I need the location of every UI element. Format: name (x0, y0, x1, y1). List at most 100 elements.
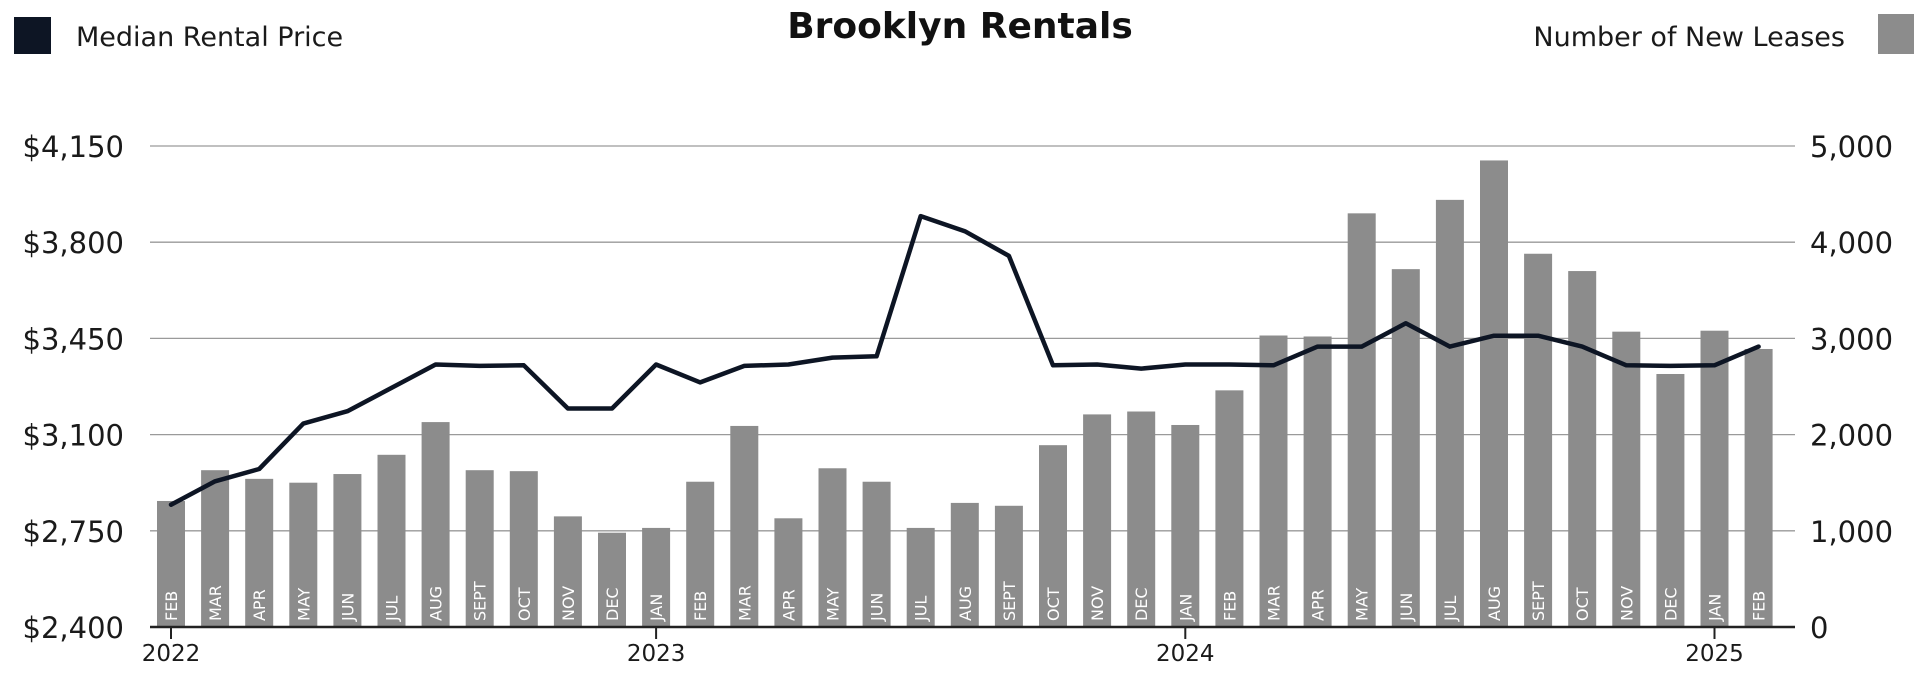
median-price-line (168, 213, 1761, 507)
bar (950, 502, 979, 627)
axes: $2,400 0 $2,750 1,000 $3,100 2,000 $3,450 3,000… (23, 130, 1894, 667)
legend-label-new-leases: Number of New Leases (1533, 22, 1845, 53)
bar (1656, 373, 1685, 627)
bar (642, 527, 671, 627)
year-label: 2022 (142, 641, 201, 667)
month-label: JUN (1397, 593, 1416, 622)
month-label: DEC (1661, 587, 1680, 621)
bar (994, 505, 1023, 627)
month-label: JUL (383, 596, 402, 622)
bar (1347, 213, 1376, 627)
month-label: JUN (338, 593, 357, 622)
bar (906, 527, 935, 627)
bar (818, 468, 847, 627)
y-right-tick-label: 5,000 (1810, 130, 1893, 164)
bar (686, 481, 715, 627)
bar (377, 454, 406, 627)
chart-title: Brooklyn Rentals (787, 6, 1133, 47)
bar (1612, 331, 1641, 627)
month-label: APR (250, 589, 269, 621)
bar (1700, 330, 1729, 627)
y-right-tick-label: 1,000 (1810, 515, 1893, 549)
bar (201, 470, 230, 627)
legend-swatch-new-leases (1878, 14, 1914, 54)
bar (1435, 199, 1464, 627)
bar (1744, 348, 1773, 627)
bar (509, 471, 538, 627)
month-label: JUL (912, 596, 931, 622)
month-label: AUG (427, 586, 446, 621)
month-label: FEB (162, 591, 181, 621)
bar (1039, 445, 1067, 627)
month-label: NOV (559, 586, 578, 621)
bar (1127, 411, 1156, 627)
legend: Median Rental Price Number of New Leases (14, 14, 1914, 54)
month-label: FEB (691, 591, 710, 621)
y-left-tick-label: $2,400 (23, 611, 124, 645)
month-label: AUG (956, 586, 975, 621)
legend-swatch-median-price (14, 17, 51, 54)
month-label: JAN (1176, 594, 1195, 622)
month-label: AUG (1485, 586, 1504, 621)
bar (333, 474, 362, 627)
y-left-tick-label: $3,100 (23, 419, 124, 453)
y-left-tick-label: $4,150 (23, 130, 124, 164)
bar (598, 532, 626, 627)
bar (1524, 253, 1553, 627)
month-label: SEPT (1529, 581, 1548, 621)
year-label: 2023 (627, 641, 686, 667)
bar (289, 482, 318, 627)
bar (1303, 336, 1332, 627)
month-label: JUN (868, 593, 887, 622)
month-label: NOV (1088, 586, 1107, 621)
month-label: JUL (1441, 596, 1460, 622)
year-label: 2024 (1156, 641, 1215, 667)
bar (1568, 271, 1597, 627)
legend-label-median-price: Median Rental Price (76, 22, 343, 53)
month-label: APR (1309, 589, 1328, 621)
month-labels: FEB MAR APR MAY JUN JUL AUG SEPT OCT NOV DEC JAN FEB… (162, 581, 1769, 622)
year-label: 2025 (1685, 641, 1744, 667)
month-label: OCT (1573, 587, 1592, 621)
bar-series (157, 160, 1773, 627)
y-left-tick-label: $3,800 (23, 226, 124, 260)
month-label: MAR (206, 585, 225, 621)
y-left-tick-label: $2,750 (23, 515, 124, 549)
bar (1171, 424, 1200, 627)
bar (730, 425, 759, 627)
month-label: FEB (1220, 591, 1239, 621)
month-label: MAY (1353, 587, 1372, 621)
month-label: APR (779, 589, 798, 621)
y-left-tick-label: $3,450 (23, 322, 124, 356)
bar (1259, 335, 1288, 627)
bar (774, 518, 803, 627)
month-label: DEC (1132, 587, 1151, 621)
month-label: MAR (1265, 585, 1284, 621)
bar (465, 470, 494, 627)
month-label: MAR (735, 585, 754, 621)
bar (1083, 414, 1112, 627)
line-series (168, 213, 1761, 507)
bar (157, 500, 185, 627)
month-label: SEPT (471, 581, 490, 621)
bar (553, 516, 582, 627)
y-right-tick-label: 0 (1810, 611, 1828, 645)
y-right-tick-label: 3,000 (1810, 322, 1893, 356)
y-right-tick-label: 2,000 (1810, 419, 1893, 453)
month-label: MAY (824, 587, 843, 621)
month-label: DEC (603, 587, 622, 621)
month-label: JAN (647, 594, 666, 622)
month-label: SEPT (1000, 581, 1019, 621)
month-label: OCT (515, 587, 534, 621)
month-label: FEB (1750, 591, 1769, 621)
bar (1480, 160, 1508, 627)
bar (1215, 390, 1244, 627)
bar (421, 422, 450, 627)
bar (245, 478, 274, 627)
month-label: MAY (294, 587, 313, 621)
month-label: OCT (1044, 587, 1063, 621)
month-label: JAN (1706, 594, 1725, 622)
bar (862, 481, 891, 627)
